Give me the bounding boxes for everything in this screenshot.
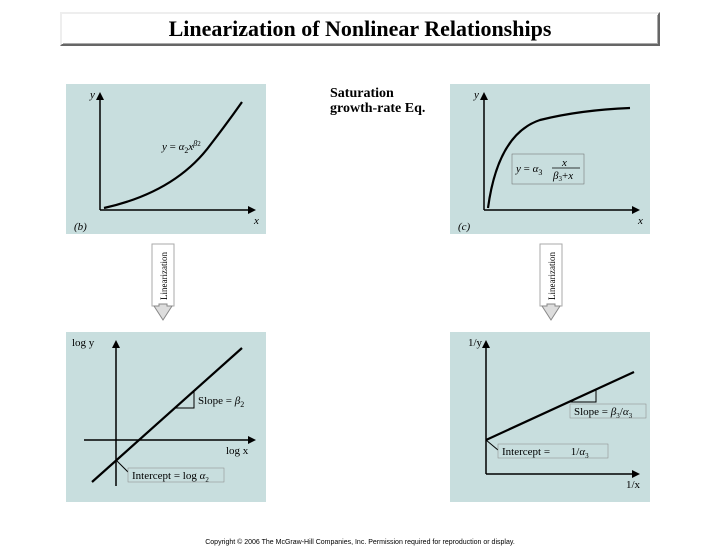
x-arrowhead-icon xyxy=(248,206,256,214)
chart-saturation: y x y = α3 x β3+x (c) xyxy=(450,84,650,234)
page-title: Linearization of Nonlinear Relationships xyxy=(169,16,552,41)
copyright-text: Copyright © 2006 The McGraw-Hill Compani… xyxy=(0,539,720,546)
panel-c-sub: (c) xyxy=(458,221,471,233)
y-arrowhead-icon xyxy=(480,92,488,100)
arrow-label: Linearization xyxy=(159,252,169,300)
x-arrowhead-icon xyxy=(632,470,640,478)
y-arrowhead-icon xyxy=(96,92,104,100)
frac-den: β3+x xyxy=(552,170,573,183)
power-equation: y = α2xβ2 xyxy=(161,139,201,155)
chart-power: y x y = α2xβ2 (b) xyxy=(66,84,266,234)
panel-c-bottom: 1/y 1/x Slope = β3/α3 Intercept = 1/α3 xyxy=(450,332,650,502)
x-axis-label: x xyxy=(253,215,259,227)
x-arrowhead-icon xyxy=(632,206,640,214)
saturation-line1: Saturation xyxy=(330,86,425,101)
x-arrowhead-icon xyxy=(248,436,256,444)
y-axis-label: y xyxy=(89,89,95,101)
slope-label: Slope = β2 xyxy=(198,395,244,409)
linearization-arrow-left: Linearization xyxy=(150,242,172,316)
y-arrowhead-icon xyxy=(482,340,490,348)
y-axis-label: 1/y xyxy=(468,337,483,349)
chart-reciprocal: 1/y 1/x Slope = β3/α3 Intercept = 1/α3 xyxy=(450,332,650,502)
title-bar: Linearization of Nonlinear Relationships xyxy=(60,12,660,46)
x-axis-label: x xyxy=(637,215,643,227)
linearization-arrow-right: Linearization xyxy=(538,242,560,316)
panel-c-top: y x y = α3 x β3+x (c) xyxy=(450,84,650,234)
x-axis-label: log x xyxy=(226,445,249,457)
saturation-line2: growth-rate Eq. xyxy=(330,101,425,116)
chart-loglog: log y log x Slope = β2 Intercept = log α… xyxy=(66,332,266,502)
panel-b-top: y x y = α2xβ2 (b) xyxy=(66,84,266,234)
y-axis-label: y xyxy=(473,89,479,101)
x-axis-label: 1/x xyxy=(626,479,641,491)
frac-num: x xyxy=(561,157,567,169)
intercept-label: Intercept = 1/α3 xyxy=(502,446,589,460)
intercept-label: Intercept = log α2 xyxy=(132,470,209,484)
panel-b-sub: (b) xyxy=(74,221,87,233)
y-axis-label: log y xyxy=(72,337,95,349)
y-arrowhead-icon xyxy=(112,340,120,348)
panel-b-bottom: log y log x Slope = β2 Intercept = log α… xyxy=(66,332,266,502)
saturation-equation: y = α3 xyxy=(515,163,542,177)
arrow-label: Linearization xyxy=(547,252,557,300)
saturation-eq-label: Saturation growth-rate Eq. xyxy=(330,86,425,117)
slope-label: Slope = β3/α3 xyxy=(574,406,633,420)
